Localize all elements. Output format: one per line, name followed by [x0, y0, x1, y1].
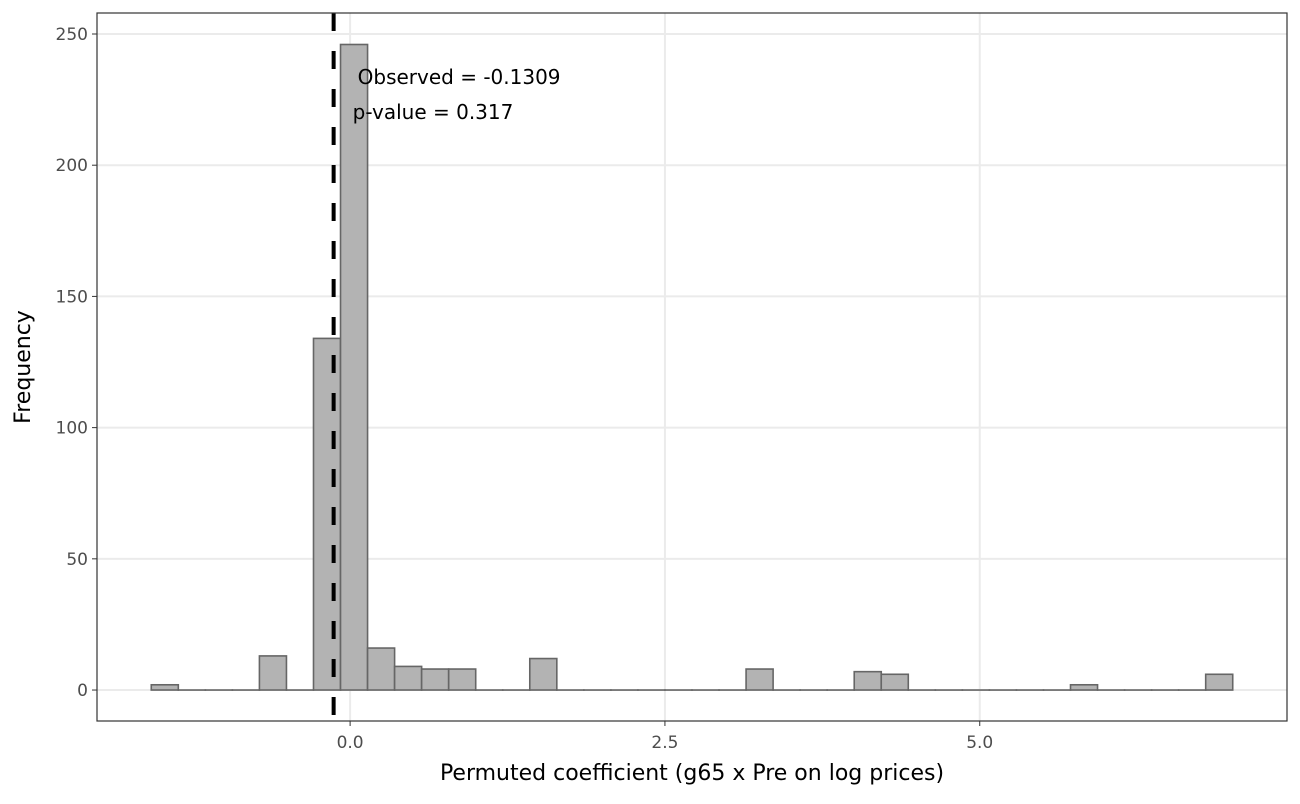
x-axis-label: Permuted coefficient (g65 x Pre on log p… — [440, 761, 944, 786]
y-tick-label: 50 — [66, 550, 88, 570]
histogram-bar — [854, 672, 881, 690]
histogram-bar — [1071, 685, 1098, 690]
histogram-bar — [746, 669, 773, 690]
histogram-bar — [151, 685, 178, 690]
histogram-bar — [341, 44, 368, 690]
histogram-bar — [881, 674, 908, 690]
y-tick-label: 250 — [56, 25, 88, 45]
histogram-bar — [259, 656, 286, 690]
annotation-p-value: p-value = 0.317 — [353, 100, 514, 124]
y-tick-label: 150 — [56, 287, 88, 307]
x-tick-label: 0.0 — [337, 733, 364, 753]
histogram-bar — [395, 666, 422, 690]
histogram-bar — [422, 669, 449, 690]
grid-lines — [97, 13, 1287, 721]
histogram-bars — [151, 44, 1232, 690]
x-tick-label: 5.0 — [966, 733, 993, 753]
histogram-bar — [449, 669, 476, 690]
histogram-bar — [1206, 674, 1233, 690]
y-tick-label: 200 — [56, 156, 88, 176]
annotation-observed: Observed = -0.1309 — [358, 65, 561, 89]
y-tick-label: 0 — [77, 681, 88, 701]
axis-ticks: 0 50 100 150 200 250 0.0 2.5 5.0 — [56, 25, 994, 753]
histogram-bar — [368, 648, 395, 690]
y-axis-label: Frequency — [11, 310, 36, 424]
x-tick-label: 2.5 — [651, 733, 678, 753]
histogram-bar — [313, 338, 340, 690]
y-tick-label: 100 — [56, 419, 88, 439]
panel-border — [97, 13, 1287, 721]
histogram-bar — [530, 659, 557, 690]
